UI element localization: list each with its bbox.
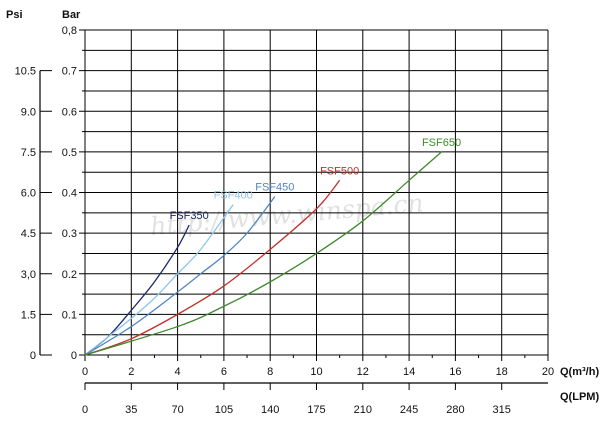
y-tick-label: 0.7 [62,66,77,78]
lpm-tick-label: 280 [446,404,464,416]
y-tick-label: 0.2 [62,269,77,281]
x-tick-label: 2 [128,366,134,378]
x-tick-label: 4 [175,366,181,378]
psi-tick-label: 4.5 [21,228,36,240]
y-tick-label: 0.5 [62,147,77,159]
x-tick-label: 16 [449,366,461,378]
x-tick-label: 18 [496,366,508,378]
lpm-tick-label: 175 [307,404,325,416]
lpm-tick-label: 245 [400,404,418,416]
series-label-fsf450: FSF450 [255,182,294,194]
x-tick-label: 20 [542,366,554,378]
x-tick-label: 12 [357,366,369,378]
y-axis-label: Bar [62,9,81,21]
psi-tick-label: 1.5 [21,309,36,321]
psi-tick-label: 3,0 [21,269,36,281]
x-axis-label: Q(m³/h) [560,366,599,378]
series-label-fsf400: FSF400 [214,190,253,202]
series-label-fsf350: FSF350 [170,210,209,222]
series-line-fsf650 [84,151,442,356]
psi-tick-label: 10.5 [15,66,36,78]
x-tick-label: 8 [267,366,273,378]
series-label-fsf500: FSF500 [320,165,359,177]
x-tick-label: 6 [221,366,227,378]
y-tick-label: 0.6 [62,106,77,118]
lpm-tick-label: 35 [125,404,137,416]
lpm-tick-label: 70 [171,404,183,416]
series-label-fsf650: FSF650 [422,137,461,149]
x-tick-label: 14 [403,366,415,378]
axes: 0 0.1 0.2 0.3 0.4 0.5 0.6 0.7 0,8 Bar 0 1.5 3,0 4.5 6.… [6,9,599,416]
lpm-tick-label: 0 [82,404,88,416]
series-line-fsf500 [84,179,341,356]
psi-tick-label: 9.0 [21,106,36,118]
y-tick-label: 0.3 [62,228,77,240]
psi-tick-label: 7.5 [21,147,36,159]
series-line-fsf450 [84,196,276,356]
psi-tick-label: 6.0 [21,188,36,200]
lpm-axis-label: Q(LPM) [560,391,599,403]
lpm-tick-label: 210 [354,404,372,416]
x-tick-label: 0 [82,366,88,378]
grid [84,29,549,356]
x-tick-label: 10 [310,366,322,378]
y-tick-label: 0 [71,350,77,362]
psi-tick-label: 0 [30,350,36,362]
lpm-tick-label: 140 [261,404,279,416]
y-tick-label: 0.4 [62,188,77,200]
psi-axis-label: Psi [6,9,23,21]
series-line-fsf400 [84,204,234,356]
lpm-tick-label: 315 [493,404,511,416]
lpm-tick-label: 105 [215,404,233,416]
y-tick-label: 0.1 [62,309,77,321]
y-tick-label: 0,8 [62,25,77,37]
